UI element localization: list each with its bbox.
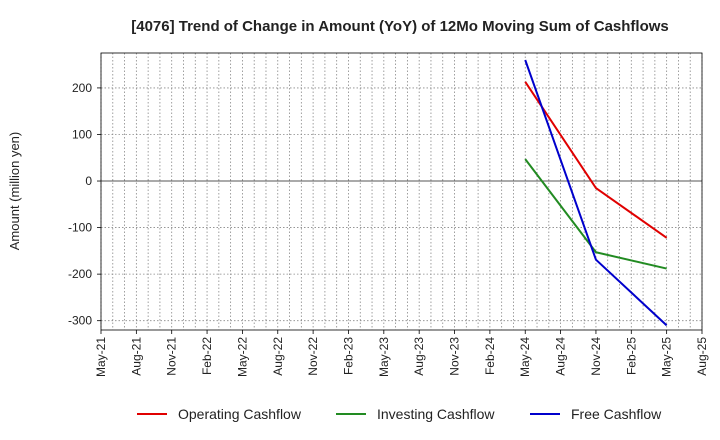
x-tick-label: Nov-21 [165,337,179,376]
x-tick-label: May-23 [377,337,391,377]
x-tick-label: May-21 [94,337,108,377]
plot-frame [100,52,703,331]
legend: Operating Cashflow Investing Cashflow Free… [137,406,662,422]
y-tick-label: -200 [68,267,92,281]
x-tick-label: Feb-23 [341,337,355,375]
x-tick-label: May-24 [518,337,532,377]
chart-title: [4076] Trend of Change in Amount (YoY) o… [131,18,669,35]
x-tick-labels: May-21 Aug-21 Nov-21 Feb-22 May-22 Aug-22 Nov-… [94,330,709,377]
grid-lines [100,53,703,330]
x-tick-label: Feb-24 [483,337,497,375]
x-tick-label: May-22 [235,337,249,377]
x-tick-label: Nov-22 [306,337,320,376]
x-tick-label: Aug-25 [695,337,709,376]
y-tick-label: 0 [85,174,92,188]
series-line-free-cashflow [524,59,668,327]
x-tick-label: Nov-23 [448,337,462,376]
y-tick-label: -300 [68,314,92,328]
legend-label: Investing Cashflow [377,406,495,422]
legend-label: Free Cashflow [571,406,662,422]
legend-label: Operating Cashflow [178,406,302,422]
x-tick-label: Feb-25 [624,337,638,375]
x-tick-label: Nov-24 [589,337,603,376]
x-tick-label: Feb-22 [200,337,214,375]
y-tick-label: -100 [68,221,92,235]
x-tick-label: Aug-23 [412,337,426,376]
y-tick-labels: 200 100 0 -100 -200 -300 [68,81,101,328]
x-tick-label: Aug-22 [271,337,285,376]
y-axis-label: Amount (million yen) [7,132,22,251]
y-tick-label: 200 [72,81,92,95]
x-tick-label: Aug-21 [129,337,143,376]
series-line-operating-cashflow [524,81,668,239]
series-line-investing-cashflow [524,158,667,270]
x-tick-label: Aug-24 [554,337,568,376]
x-tick-label: May-25 [660,337,674,377]
y-tick-label: 100 [72,127,92,141]
series-lines [524,59,668,327]
